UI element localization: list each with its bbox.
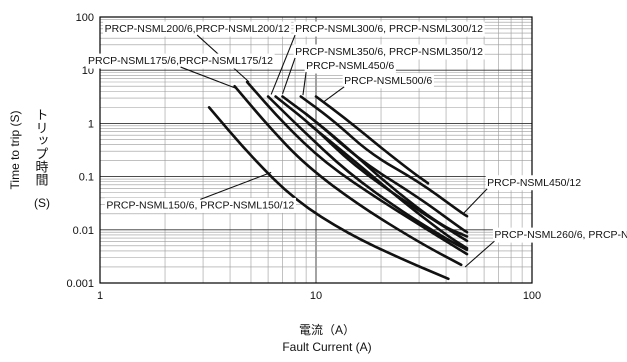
annotation-label: PRCP-NSML260/6, PRCP-NSML [494,229,627,241]
annotation-label: PRCP-NSML300/6, PRCP-NSML300/12 [295,23,483,35]
y-tick-label: 0.01 [73,225,94,237]
y-tick-label: 0.1 [79,172,94,184]
annotation-label: PRCP-NSML500/6 [344,75,432,87]
annotation-label: PRCP-NSML350/6, PRCP-NSML350/12 [295,46,483,58]
x-tick-label: 100 [523,290,541,302]
y-axis-label-jp: トリップ時間 [33,108,49,187]
annotation-label: PRCP-NSML200/6,PRCP-NSML200/12 [105,23,290,35]
annotation-label-background [342,73,434,89]
annotation-label-background [304,58,396,74]
curves [207,80,469,281]
trip-curve [306,122,469,250]
x-tick-label: 1 [97,290,103,302]
y-tick-label: 0.001 [66,278,94,290]
annotation-leader [462,188,488,215]
x-axis-label: Fault Current (A) [282,340,371,354]
plot-frame [99,16,533,284]
annotation-label-background [492,227,627,243]
annotation-leader [322,86,345,103]
x-axis-label-jp: 電流（A） [299,323,355,337]
annotation-label-background [293,44,485,60]
annotation-label-background [103,21,292,37]
annotation-label-background [86,53,275,69]
trip-curve [299,95,469,218]
trip-curve [314,95,430,185]
annotation-label: PRCP-NSML450/12 [487,177,581,189]
annotation-leader [180,66,238,90]
annotation-label-background [293,21,485,37]
annotation-label: PRCP-NSML175/6,PRCP-NSML175/12 [88,55,273,67]
annotation-label-background [104,197,296,213]
y-tick-label: 100 [76,12,94,24]
annotation-label: PRCP-NSML450/6 [306,60,394,72]
annotation-leader [270,34,296,95]
y-tick-label: 1 [88,118,94,130]
trip-curve [207,106,450,281]
annotation-leader [200,171,272,200]
annotation-label: PRCP-NSML150/6, PRCP-NSML150/12 [106,199,294,211]
annotation-leader [282,57,296,94]
y-axis-label: Time to trip (S) [8,111,22,190]
trip-curve [233,84,463,267]
trip-curve [304,112,469,238]
y-axis-label-unit: (S) [34,196,50,210]
trip-curve [266,95,469,252]
annotations: PRCP-NSML200/6,PRCP-NSML200/12 PRCP-NSML1… [86,21,627,268]
annotation-leader [302,71,307,96]
annotation-label-background [485,175,583,191]
annotation-leader [464,240,495,268]
trip-curve [245,80,469,256]
trip-curve [281,95,469,234]
x-tick-label: 10 [310,290,322,302]
